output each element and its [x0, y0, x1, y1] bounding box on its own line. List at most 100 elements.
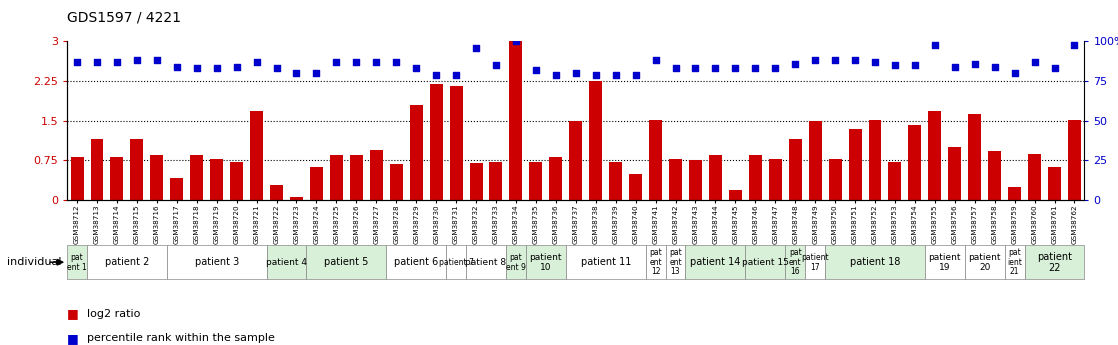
Point	[946, 64, 964, 70]
Bar	[466, 245, 506, 279]
Point	[885, 62, 903, 68]
Point	[88, 59, 106, 65]
Bar	[150, 155, 163, 200]
Text: GDS1597 / 4221: GDS1597 / 4221	[67, 10, 181, 24]
Bar	[210, 159, 224, 200]
Bar	[825, 245, 925, 279]
Bar	[1008, 187, 1021, 200]
Point	[826, 58, 844, 63]
Bar	[805, 245, 825, 279]
Point	[168, 64, 186, 70]
Bar	[429, 84, 443, 200]
Point	[208, 66, 226, 71]
Bar	[306, 245, 386, 279]
Point	[348, 59, 366, 65]
Point	[447, 72, 465, 78]
Bar	[310, 167, 323, 200]
Point	[467, 45, 485, 50]
Bar	[589, 81, 603, 200]
Point	[627, 72, 645, 78]
Bar	[785, 245, 805, 279]
Text: pat
ent 9: pat ent 9	[506, 253, 525, 272]
Point	[127, 58, 145, 63]
Point	[148, 58, 165, 63]
Bar	[609, 162, 622, 200]
Point	[727, 66, 745, 71]
Bar	[645, 245, 665, 279]
Bar	[290, 197, 303, 200]
Bar	[230, 162, 243, 200]
Point	[407, 66, 425, 71]
Bar	[925, 245, 965, 279]
Point	[387, 59, 405, 65]
Bar	[266, 245, 306, 279]
Point	[108, 59, 126, 65]
Point	[786, 61, 804, 66]
Text: patient 3: patient 3	[195, 257, 239, 267]
Bar	[470, 163, 483, 200]
Bar	[530, 162, 542, 200]
Text: patient 11: patient 11	[580, 257, 631, 267]
Point	[567, 70, 585, 76]
Point	[1006, 70, 1024, 76]
Text: patient 6: patient 6	[394, 257, 438, 267]
Text: patient 15: patient 15	[742, 258, 788, 267]
Bar	[330, 155, 343, 200]
Point	[547, 72, 565, 78]
Point	[666, 66, 684, 71]
Bar	[788, 139, 802, 200]
Bar	[669, 159, 682, 200]
Point	[228, 64, 246, 70]
Bar	[190, 155, 203, 200]
Point	[1025, 59, 1043, 65]
Point	[1065, 42, 1083, 47]
Point	[986, 64, 1004, 70]
Bar	[525, 245, 566, 279]
Point	[267, 66, 285, 71]
Bar	[1024, 245, 1084, 279]
Bar	[446, 245, 466, 279]
Bar	[131, 139, 143, 200]
Bar	[569, 121, 582, 200]
Bar	[889, 162, 901, 200]
Bar	[746, 245, 785, 279]
Bar	[67, 245, 87, 279]
Text: ■: ■	[67, 332, 79, 345]
Bar	[167, 245, 266, 279]
Bar	[549, 157, 562, 200]
Text: individual: individual	[7, 257, 61, 267]
Point	[328, 59, 345, 65]
Bar	[271, 185, 283, 200]
Bar	[1005, 245, 1024, 279]
Bar	[111, 157, 123, 200]
Point	[527, 67, 544, 73]
Text: percentile rank within the sample: percentile rank within the sample	[87, 333, 275, 343]
Bar	[749, 155, 761, 200]
Bar	[510, 41, 522, 200]
Bar	[769, 159, 781, 200]
Text: patient 4: patient 4	[266, 258, 307, 267]
Point	[846, 58, 864, 63]
Text: pat
ent
16: pat ent 16	[789, 248, 802, 276]
Bar	[869, 120, 881, 200]
Bar	[70, 157, 84, 200]
Text: patient
17: patient 17	[802, 253, 828, 272]
Bar	[490, 162, 502, 200]
Text: pat
ent
13: pat ent 13	[670, 248, 682, 276]
Bar	[685, 245, 746, 279]
Bar	[909, 125, 921, 200]
Text: patient 18: patient 18	[850, 257, 900, 267]
Point	[607, 72, 625, 78]
Point	[487, 62, 505, 68]
Text: patient 7: patient 7	[438, 258, 474, 267]
Bar	[828, 159, 842, 200]
Bar	[629, 174, 642, 200]
Point	[1045, 66, 1063, 71]
Bar	[370, 150, 382, 200]
Text: pat
ient
21: pat ient 21	[1007, 248, 1022, 276]
Bar	[1048, 167, 1061, 200]
Point	[686, 66, 704, 71]
Bar	[91, 139, 104, 200]
Point	[926, 42, 944, 47]
Bar	[928, 111, 941, 200]
